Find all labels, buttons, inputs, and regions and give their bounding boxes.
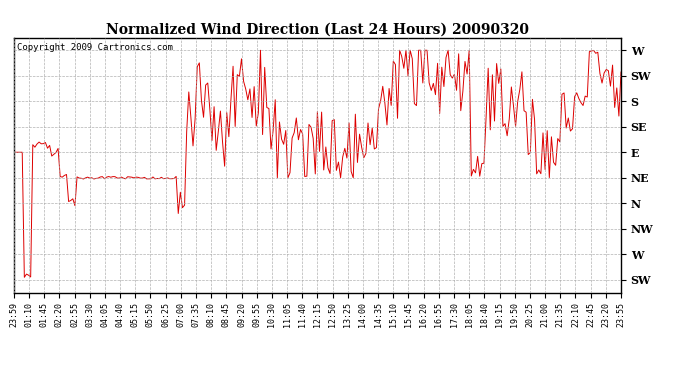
- Title: Normalized Wind Direction (Last 24 Hours) 20090320: Normalized Wind Direction (Last 24 Hours…: [106, 22, 529, 36]
- Text: Copyright 2009 Cartronics.com: Copyright 2009 Cartronics.com: [17, 43, 172, 52]
